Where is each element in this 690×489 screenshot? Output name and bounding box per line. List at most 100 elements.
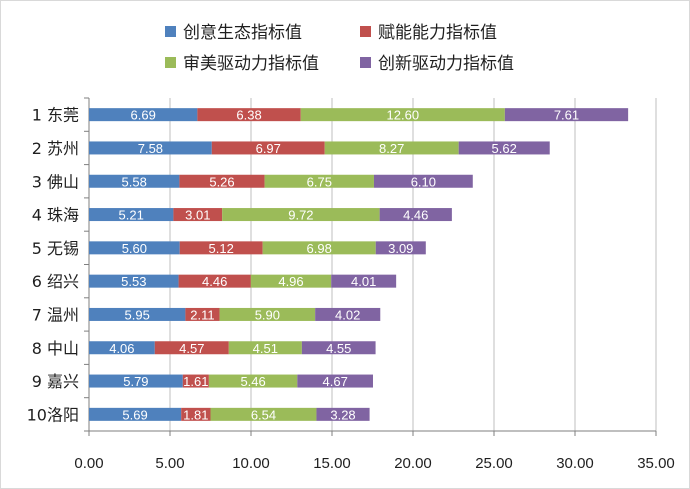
bar-10-1	[89, 407, 182, 421]
value-label-9-3: 5.46	[240, 374, 265, 389]
bar-1-3	[300, 108, 505, 122]
category-label-9: 9 嘉兴	[32, 372, 79, 391]
bar-6-4	[331, 274, 397, 288]
value-label-8-4: 4.55	[326, 341, 351, 356]
bar-1-1	[89, 108, 198, 122]
legend-label-2: 赋能能力指标值	[378, 23, 497, 43]
value-label-7-1: 5.95	[125, 307, 150, 322]
value-label-10-4: 3.28	[330, 407, 355, 422]
bar-1-2	[197, 108, 301, 122]
bar-3-4	[373, 174, 473, 188]
value-label-9-4: 4.67	[323, 374, 348, 389]
value-label-8-1: 4.06	[109, 341, 134, 356]
value-label-4-3: 9.72	[288, 208, 313, 223]
bar-5-1	[89, 241, 180, 255]
value-label-10-2: 1.81	[183, 407, 208, 422]
value-label-3-4: 6.10	[411, 174, 436, 189]
value-label-2-4: 5.62	[492, 141, 517, 156]
bar-9-4	[297, 374, 373, 388]
legend-swatch-2	[360, 26, 371, 37]
bar-8-1	[89, 341, 155, 355]
bar-8-2	[154, 341, 229, 355]
value-label-8-2: 4.57	[179, 341, 204, 356]
category-label-4: 4 珠海	[32, 206, 79, 225]
x-tick-label-5: 20.00	[394, 455, 432, 472]
bar-3-2	[179, 174, 265, 188]
value-label-7-3: 5.90	[255, 307, 280, 322]
bar-6-2	[178, 274, 251, 288]
bar-5-3	[262, 241, 376, 255]
value-label-4-2: 3.01	[185, 208, 210, 223]
value-label-3-3: 6.75	[307, 174, 332, 189]
bar-2-1	[89, 141, 212, 155]
bar-2-4	[458, 141, 550, 155]
category-label-5: 5 无锡	[32, 239, 79, 258]
bar-3-3	[264, 174, 374, 188]
x-tick-label-2: 5.00	[155, 455, 184, 472]
bar-4-4	[379, 208, 452, 222]
value-label-4-1: 5.21	[119, 208, 144, 223]
bar-10-4	[316, 407, 370, 421]
bar-1-4	[504, 108, 629, 122]
bar-10-2	[181, 407, 211, 421]
legend-label-3: 审美驱动力指标值	[183, 54, 319, 74]
value-label-5-1: 5.60	[122, 241, 147, 256]
bar-9-3	[208, 374, 298, 388]
bar-9-2	[182, 374, 209, 388]
value-label-4-4: 4.46	[403, 208, 428, 223]
bar-4-1	[89, 208, 174, 222]
value-label-10-1: 5.69	[122, 407, 147, 422]
bar-2-2	[211, 141, 325, 155]
category-label-10: 10洛阳	[27, 405, 79, 424]
bar-5-4	[375, 241, 426, 255]
bar-6-1	[89, 274, 179, 288]
value-label-3-1: 5.58	[122, 174, 147, 189]
value-label-10-3: 6.54	[251, 407, 276, 422]
x-tick-label-1: 0.00	[74, 455, 103, 472]
x-tick-label-3: 10.00	[232, 455, 270, 472]
value-label-7-4: 4.02	[335, 307, 360, 322]
x-tick-label-7: 30.00	[556, 455, 594, 472]
category-label-8: 8 中山	[32, 339, 79, 358]
legend-label-1: 创意生态指标值	[183, 23, 302, 43]
value-label-5-3: 6.98	[307, 241, 332, 256]
bar-7-1	[89, 307, 186, 321]
bar-7-3	[219, 307, 316, 321]
category-label-3: 3 佛山	[32, 172, 79, 191]
value-label-6-2: 4.46	[202, 274, 227, 289]
x-tick-label-4: 15.00	[313, 455, 351, 472]
bar-4-2	[173, 208, 223, 222]
bar-10-3	[210, 407, 317, 421]
bar-4-3	[222, 208, 380, 222]
value-label-6-1: 5.53	[121, 274, 146, 289]
bar-7-2	[185, 307, 220, 321]
x-tick-label-6: 25.00	[475, 455, 513, 472]
value-label-6-3: 4.96	[278, 274, 303, 289]
value-label-2-1: 7.58	[138, 141, 163, 156]
value-label-1-1: 6.69	[131, 108, 156, 123]
value-label-3-2: 5.26	[209, 174, 234, 189]
bar-3-1	[89, 174, 180, 188]
bar-2-3	[324, 141, 459, 155]
bar-5-2	[179, 241, 263, 255]
value-label-6-4: 4.01	[351, 274, 376, 289]
category-label-6: 6 绍兴	[32, 272, 79, 291]
category-label-2: 2 苏州	[32, 139, 79, 158]
value-label-8-3: 4.51	[253, 341, 278, 356]
value-label-1-4: 7.61	[554, 108, 579, 123]
value-label-1-3: 12.60	[387, 108, 420, 123]
bar-7-4	[315, 307, 381, 321]
legend-swatch-1	[165, 26, 176, 37]
value-label-9-1: 5.79	[123, 374, 148, 389]
bar-9-1	[89, 374, 183, 388]
value-label-5-2: 5.12	[209, 241, 234, 256]
legend-label-4: 创新驱动力指标值	[378, 54, 514, 74]
bar-8-4	[301, 341, 376, 355]
legend-swatch-4	[360, 57, 371, 68]
value-label-2-2: 6.97	[256, 141, 281, 156]
value-label-9-2: 1.61	[183, 374, 208, 389]
value-label-1-2: 6.38	[236, 108, 261, 123]
legend-swatch-3	[165, 57, 176, 68]
